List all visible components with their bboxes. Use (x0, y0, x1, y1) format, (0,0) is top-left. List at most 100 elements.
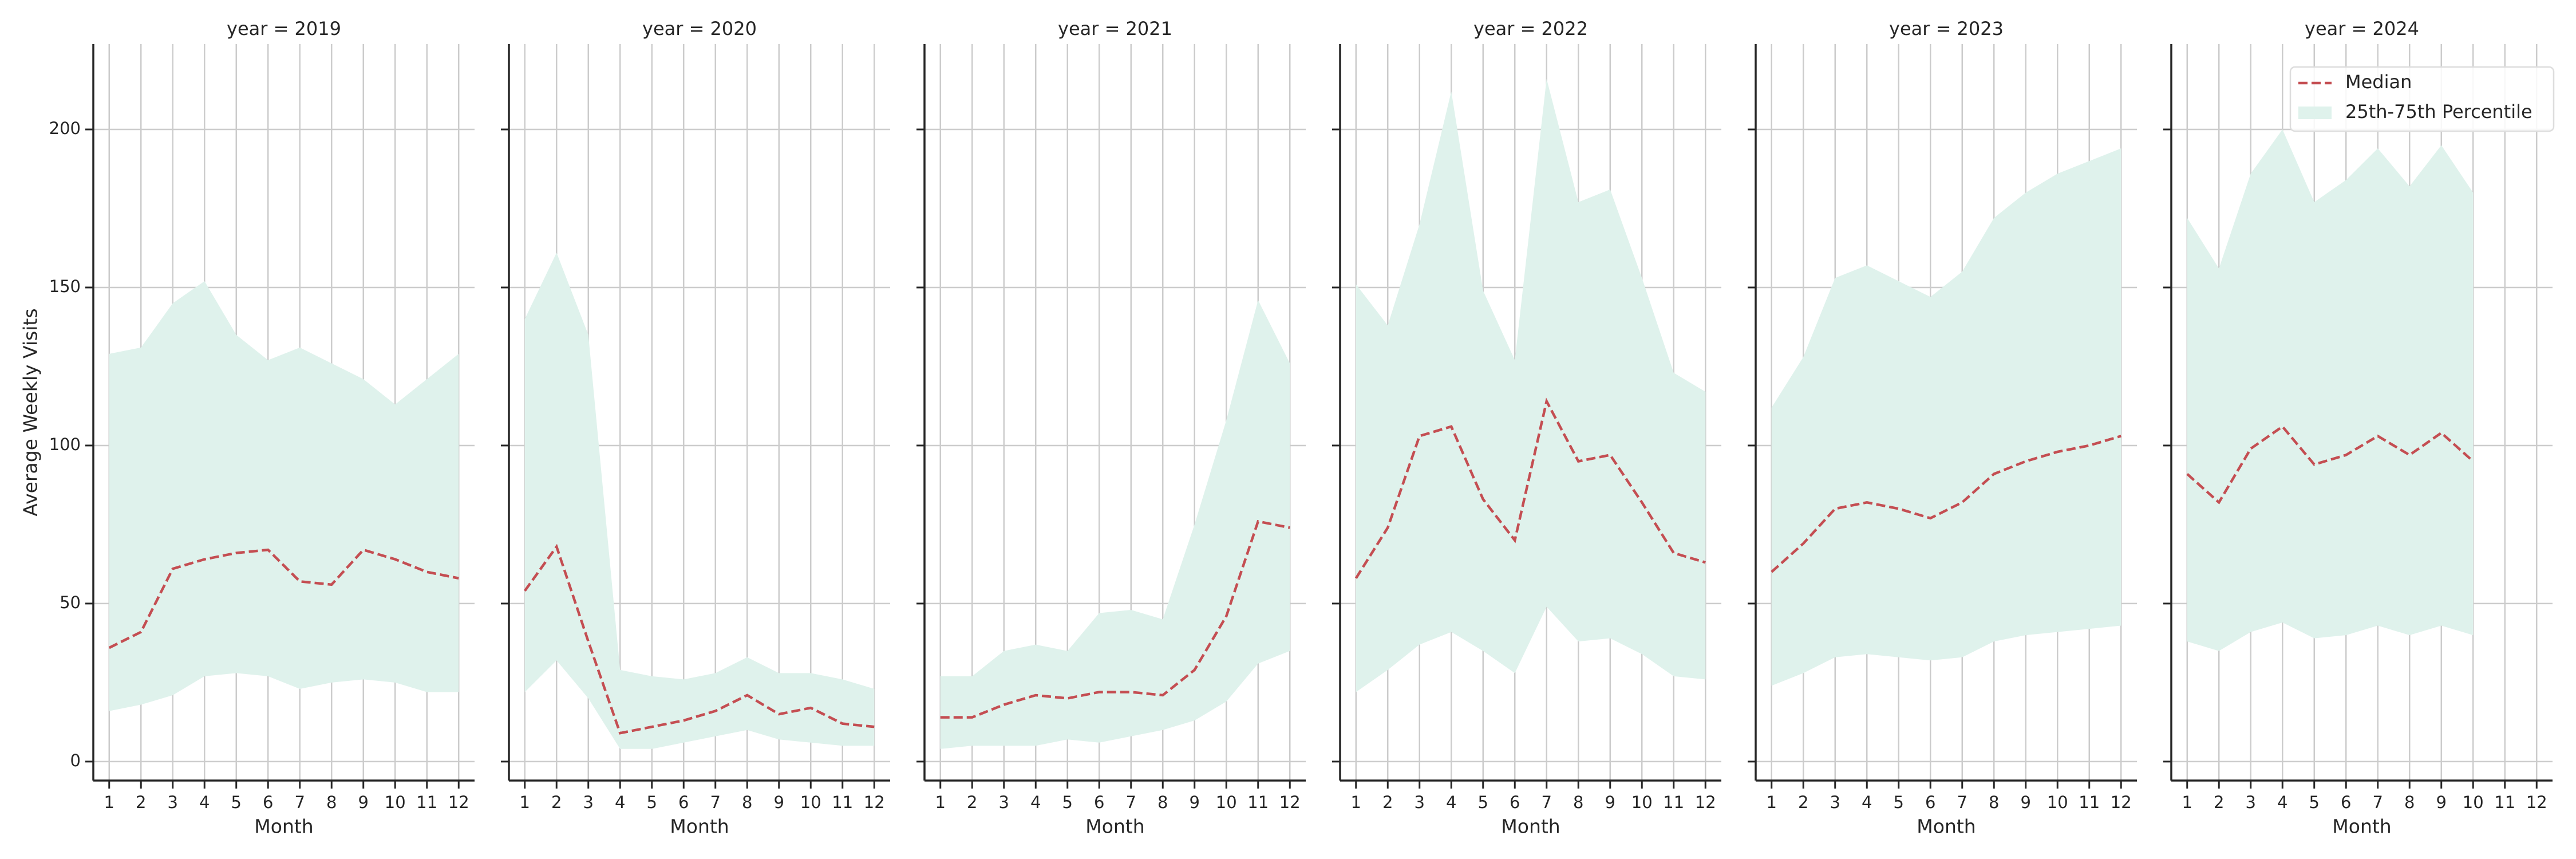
facet-title: year = 2022 (1473, 18, 1588, 40)
facet-title: year = 2021 (1058, 18, 1172, 40)
legend-label: 25th-75th Percentile (2345, 101, 2532, 123)
x-tick-label: 9 (1605, 793, 1615, 812)
x-tick-label: 2 (2214, 793, 2224, 812)
x-tick-label: 4 (615, 793, 625, 812)
x-tick-label: 2 (136, 793, 146, 812)
x-tick-label: 10 (1631, 793, 1653, 812)
x-tick-label: 5 (1478, 793, 1488, 812)
y-tick-label: 50 (60, 593, 81, 612)
x-tick-label: 4 (1030, 793, 1041, 812)
x-tick-label: 11 (2494, 793, 2515, 812)
facet-title: year = 2020 (642, 18, 757, 40)
x-tick-label: 1 (1767, 793, 1777, 812)
x-tick-label: 1 (2182, 793, 2192, 812)
median-line (523, 543, 875, 735)
x-tick-label: 10 (800, 793, 821, 812)
x-tick-label: 1 (104, 793, 114, 812)
x-tick-label: 9 (2436, 793, 2447, 812)
x-tick-label: 12 (1695, 793, 1716, 812)
x-tick-label: 10 (2463, 793, 2484, 812)
iqr-band (1771, 148, 2121, 686)
x-tick-label: 10 (385, 793, 406, 812)
x-tick-label: 5 (231, 793, 242, 812)
x-axis-label: Month (2332, 815, 2391, 838)
median-line (1354, 397, 1706, 579)
x-tick-label: 6 (2341, 793, 2351, 812)
x-tick-label: 2 (1798, 793, 1808, 812)
legend-label: Median (2345, 71, 2412, 93)
x-tick-label: 8 (1157, 793, 1168, 812)
x-tick-label: 3 (583, 793, 594, 812)
median-line (2186, 424, 2474, 505)
legend-swatch (2298, 107, 2332, 119)
iqr-band (2187, 129, 2474, 651)
x-tick-label: 9 (1190, 793, 1200, 812)
x-tick-label: 7 (295, 793, 305, 812)
x-tick-label: 8 (1989, 793, 1999, 812)
x-tick-label: 7 (1542, 793, 1552, 812)
x-tick-label: 7 (1126, 793, 1136, 812)
x-tick-label: 3 (1415, 793, 1425, 812)
x-tick-label: 5 (1062, 793, 1073, 812)
x-tick-label: 8 (742, 793, 752, 812)
x-tick-label: 6 (1925, 793, 1935, 812)
x-tick-label: 7 (710, 793, 721, 812)
y-tick-label: 100 (49, 435, 81, 454)
x-tick-label: 7 (2373, 793, 2383, 812)
x-tick-label: 12 (2111, 793, 2132, 812)
x-tick-label: 3 (999, 793, 1009, 812)
x-tick-label: 11 (2079, 793, 2100, 812)
facet-title: year = 2024 (2305, 18, 2419, 40)
y-tick-label: 150 (49, 277, 81, 296)
x-axis-label: Month (670, 815, 729, 838)
x-tick-label: 8 (1573, 793, 1583, 812)
x-tick-label: 1 (520, 793, 530, 812)
x-tick-label: 1 (1351, 793, 1361, 812)
x-tick-label: 10 (1216, 793, 1237, 812)
iqr-band (1356, 78, 1706, 692)
x-tick-label: 10 (2047, 793, 2068, 812)
x-tick-label: 8 (2404, 793, 2415, 812)
x-tick-label: 11 (416, 793, 437, 812)
x-tick-label: 12 (448, 793, 469, 812)
x-tick-label: 4 (2277, 793, 2287, 812)
x-tick-label: 11 (832, 793, 853, 812)
legend-box (2289, 66, 2555, 132)
x-tick-label: 2 (967, 793, 977, 812)
x-tick-label: 7 (1957, 793, 1967, 812)
x-tick-label: 2 (1382, 793, 1393, 812)
median-line (1771, 435, 2121, 573)
x-tick-label: 2 (551, 793, 562, 812)
x-axis-label: Month (254, 815, 313, 838)
x-tick-label: 3 (1830, 793, 1840, 812)
y-tick-label: 0 (70, 751, 81, 770)
x-tick-label: 9 (774, 793, 784, 812)
x-tick-label: 12 (2526, 793, 2547, 812)
y-tick-label: 200 (49, 119, 81, 138)
facet-title: year = 2023 (1889, 18, 2004, 40)
x-axis-label: Month (1501, 815, 1560, 838)
x-tick-label: 8 (326, 793, 337, 812)
iqr-band (940, 300, 1290, 749)
x-tick-label: 9 (358, 793, 369, 812)
legend: Median 25th-75th Percentile (2289, 66, 2555, 132)
x-tick-label: 4 (199, 793, 210, 812)
x-tick-label: 5 (2309, 793, 2320, 812)
median-line (940, 519, 1290, 719)
x-tick-label: 6 (1510, 793, 1520, 812)
iqr-band (109, 281, 459, 711)
x-tick-label: 1 (935, 793, 946, 812)
x-tick-label: 11 (1663, 793, 1684, 812)
x-axis-label: Month (1085, 815, 1144, 838)
x-tick-label: 5 (1894, 793, 1904, 812)
facet-title: year = 2019 (227, 18, 341, 40)
x-tick-label: 11 (1247, 793, 1269, 812)
